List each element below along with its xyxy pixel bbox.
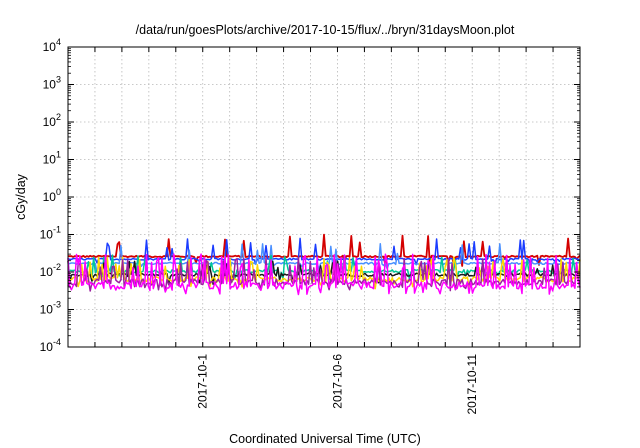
y-tick-label: 10-1	[40, 225, 61, 242]
x-axis-label: Coordinated Universal Time (UTC)	[229, 432, 421, 446]
x-tick-label: 2017-10-11	[465, 354, 479, 415]
series-line	[68, 233, 581, 267]
plot-frame	[67, 46, 581, 348]
y-tick-label: 102	[43, 112, 61, 129]
y-tick-label: 100	[43, 187, 61, 204]
y-tick-label: 101	[43, 150, 61, 167]
y-tick-label: 103	[43, 75, 61, 92]
series-lines	[67, 233, 581, 296]
y-axis-label: cGy/day	[14, 173, 28, 220]
x-tick-label: 2017-10-6	[330, 354, 344, 409]
x-tick-labels: 2017-10-1 2017-10-6 2017-10-11	[196, 354, 479, 415]
x-tick-label: 2017-10-1	[196, 354, 210, 409]
y-tick-label: 104	[43, 37, 61, 54]
y-tick-labels: 10-4 10-3 10-2 10-1 100 101 102 103 104	[40, 37, 61, 354]
y-tick-label: 10-2	[40, 262, 61, 279]
series-line	[67, 253, 581, 296]
y-tick-label: 10-3	[40, 300, 61, 317]
plot-grid	[68, 47, 580, 347]
chart-title: /data/run/goesPlots/archive/2017-10-15/f…	[136, 23, 515, 37]
y-tick-label: 10-4	[40, 337, 61, 354]
